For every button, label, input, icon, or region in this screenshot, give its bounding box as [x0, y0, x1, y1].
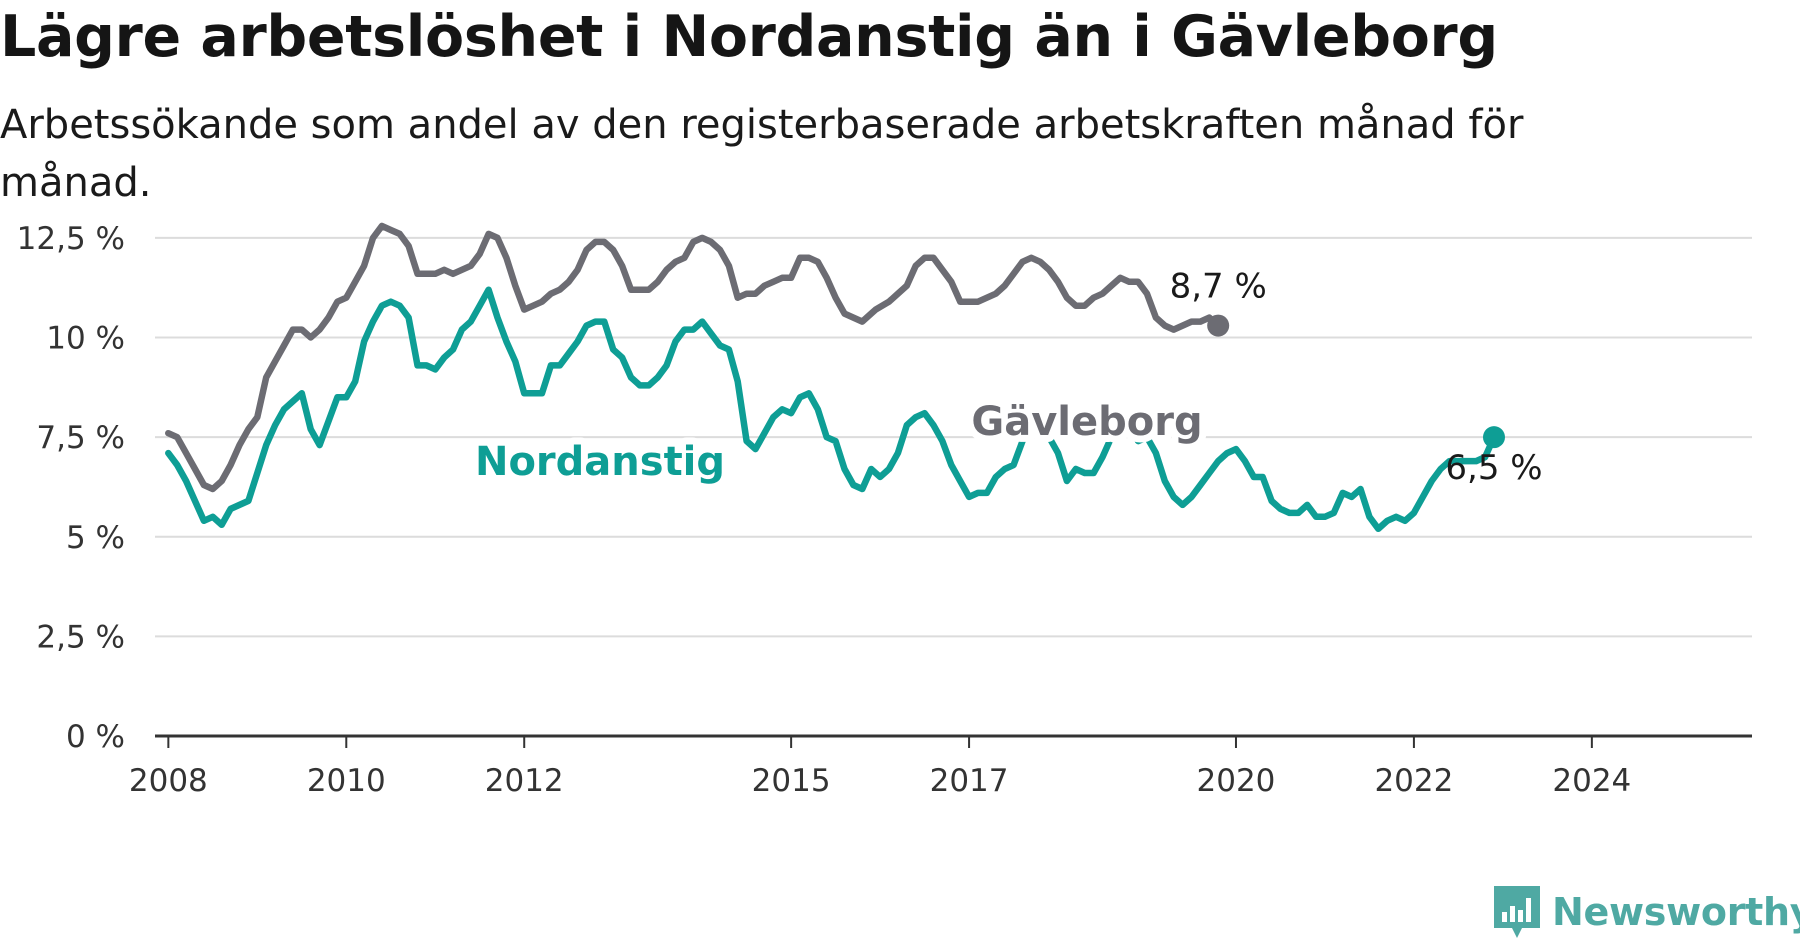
series-labels: 8,7 % Gävleborg 6,5 % Nordanstig — [468, 267, 1543, 492]
series-label-gävleborg: Gävleborg — [971, 399, 1202, 445]
x-tick-label: 2024 — [1552, 763, 1631, 799]
chart-subtitle: Arbetssökande som andel av den registerb… — [0, 102, 1524, 206]
y-axis-tick-labels: 0 % 2,5 % 5 % 7,5 % 10 % 12,5 % — [17, 221, 125, 755]
chart-title: Lägre arbetslöshet i Nordanstig än i Gäv… — [0, 4, 1498, 70]
x-axis-ticks: 2008 2010 2012 2015 2017 2020 2022 2024 — [129, 736, 1631, 799]
y-gridlines — [155, 236, 1752, 638]
series-end-label: 6,5 % — [1445, 448, 1542, 488]
series-end-label: 8,7 % — [1170, 267, 1267, 307]
x-tick-label: 2022 — [1374, 763, 1453, 799]
series-label-nordanstig: Nordanstig — [475, 439, 725, 485]
newsworthy-logo-icon — [1494, 886, 1540, 938]
series-lines — [165, 222, 1505, 533]
y-tick-label: 12,5 % — [17, 221, 125, 257]
y-tick-label: 2,5 % — [36, 619, 125, 655]
series-endpoint-gävleborg — [1207, 314, 1230, 337]
x-tick-label: 2010 — [307, 763, 386, 799]
y-tick-label: 7,5 % — [36, 420, 125, 456]
y-tick-label: 0 % — [66, 719, 125, 755]
series-line-gävleborg — [165, 222, 1222, 493]
brand-name: Newsworthy — [1552, 890, 1800, 934]
y-tick-label: 10 % — [46, 321, 125, 357]
newsworthy-brand: Newsworthy — [1492, 884, 1800, 940]
y-tick-label: 5 % — [66, 520, 125, 556]
x-tick-label: 2020 — [1197, 763, 1276, 799]
x-tick-label: 2008 — [129, 763, 208, 799]
x-tick-label: 2017 — [930, 763, 1009, 799]
series-endpoint-nordanstig — [1482, 426, 1505, 449]
x-tick-label: 2015 — [752, 763, 831, 799]
x-tick-label: 2012 — [485, 763, 564, 799]
series-line-nordanstig — [165, 286, 1498, 533]
